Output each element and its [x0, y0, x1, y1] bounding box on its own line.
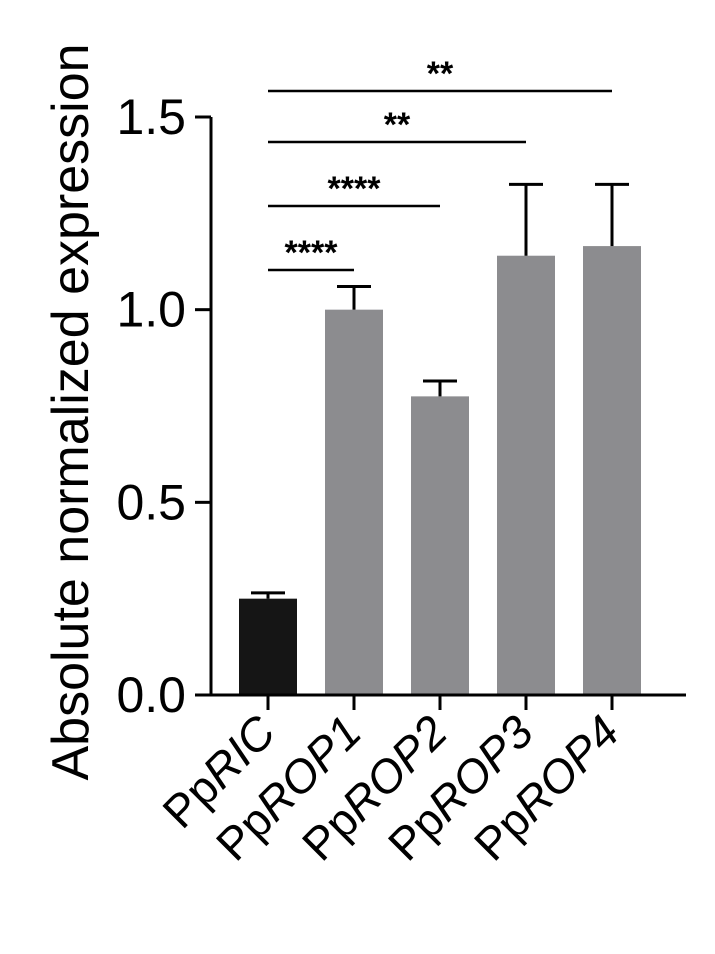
bar-ric [239, 598, 297, 695]
significance-label: **** [285, 234, 339, 272]
bar-rop2 [411, 396, 469, 695]
bar-rop4 [583, 246, 641, 695]
significance-brackets: ************ [268, 55, 612, 272]
y-tick-label: 1.0 [116, 282, 186, 338]
y-tick-label: 0.0 [116, 667, 186, 723]
significance-label: ** [427, 55, 454, 93]
significance-label: ** [384, 106, 411, 144]
y-tick-label: 0.5 [116, 474, 186, 530]
bar-rop3 [497, 255, 555, 695]
significance-label: **** [328, 170, 382, 208]
axes [209, 117, 686, 697]
error-bars-layer [251, 182, 629, 599]
y-tick-label: 1.5 [116, 89, 186, 145]
y-axis-title: Absolute normalized expression [42, 43, 100, 780]
bars-layer [239, 246, 641, 695]
bar-rop1 [325, 309, 383, 695]
y-ticks: 0.0 0.5 1.0 1.5 [116, 89, 211, 723]
